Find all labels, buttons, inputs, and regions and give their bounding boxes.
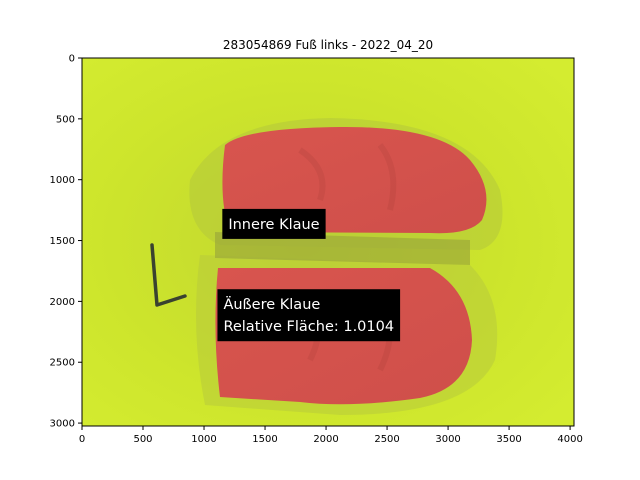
annotation-text: Äußere Klaue <box>223 295 320 313</box>
y-axis: 0 500 1000 1500 2000 2500 3000 <box>50 54 82 430</box>
y-tick-label: 2000 <box>50 297 75 308</box>
y-tick-label: 0 <box>69 54 75 65</box>
x-tick-label: 3500 <box>496 434 521 445</box>
x-tick-label: 2000 <box>313 434 338 445</box>
mat-gap <box>215 232 470 265</box>
y-tick-label: 500 <box>56 114 75 125</box>
inner-claw-label: Innere Klaue <box>222 208 326 239</box>
claw-texture <box>298 143 397 372</box>
y-tick-label: 2500 <box>50 358 75 369</box>
x-tick-label: 4000 <box>557 434 582 445</box>
annotation-box <box>217 289 401 342</box>
x-tick-label: 1500 <box>252 434 277 445</box>
photo-image <box>82 58 574 426</box>
x-tick-label: 0 <box>79 434 85 445</box>
x-tick-label: 3000 <box>435 434 460 445</box>
inner-claw-mask <box>222 126 487 234</box>
x-tick-label: 1000 <box>191 434 216 445</box>
x-axis: 0 500 1000 1500 2000 2500 3000 3500 4000 <box>79 426 583 445</box>
plot-frame <box>81 57 575 427</box>
outer-claw-label: Äußere Klaue Relative Fläche: 1.0104 <box>217 289 401 342</box>
pen-mark-icon <box>150 243 187 307</box>
annotations: Innere Klaue Äußere Klaue Relative Fläche:… <box>217 208 401 342</box>
y-tick-label: 3000 <box>50 419 75 430</box>
annotation-text: Relative Fläche: 1.0104 <box>223 319 394 335</box>
annotation-box <box>222 208 326 239</box>
y-tick-label: 1000 <box>50 175 75 186</box>
y-tick-label: 1500 <box>50 236 75 247</box>
x-tick-label: 2500 <box>374 434 399 445</box>
chart-title: 283054869 Fuß links - 2022_04_20 <box>223 38 433 52</box>
annotation-text: Innere Klaue <box>228 217 319 233</box>
x-tick-label: 500 <box>133 434 152 445</box>
